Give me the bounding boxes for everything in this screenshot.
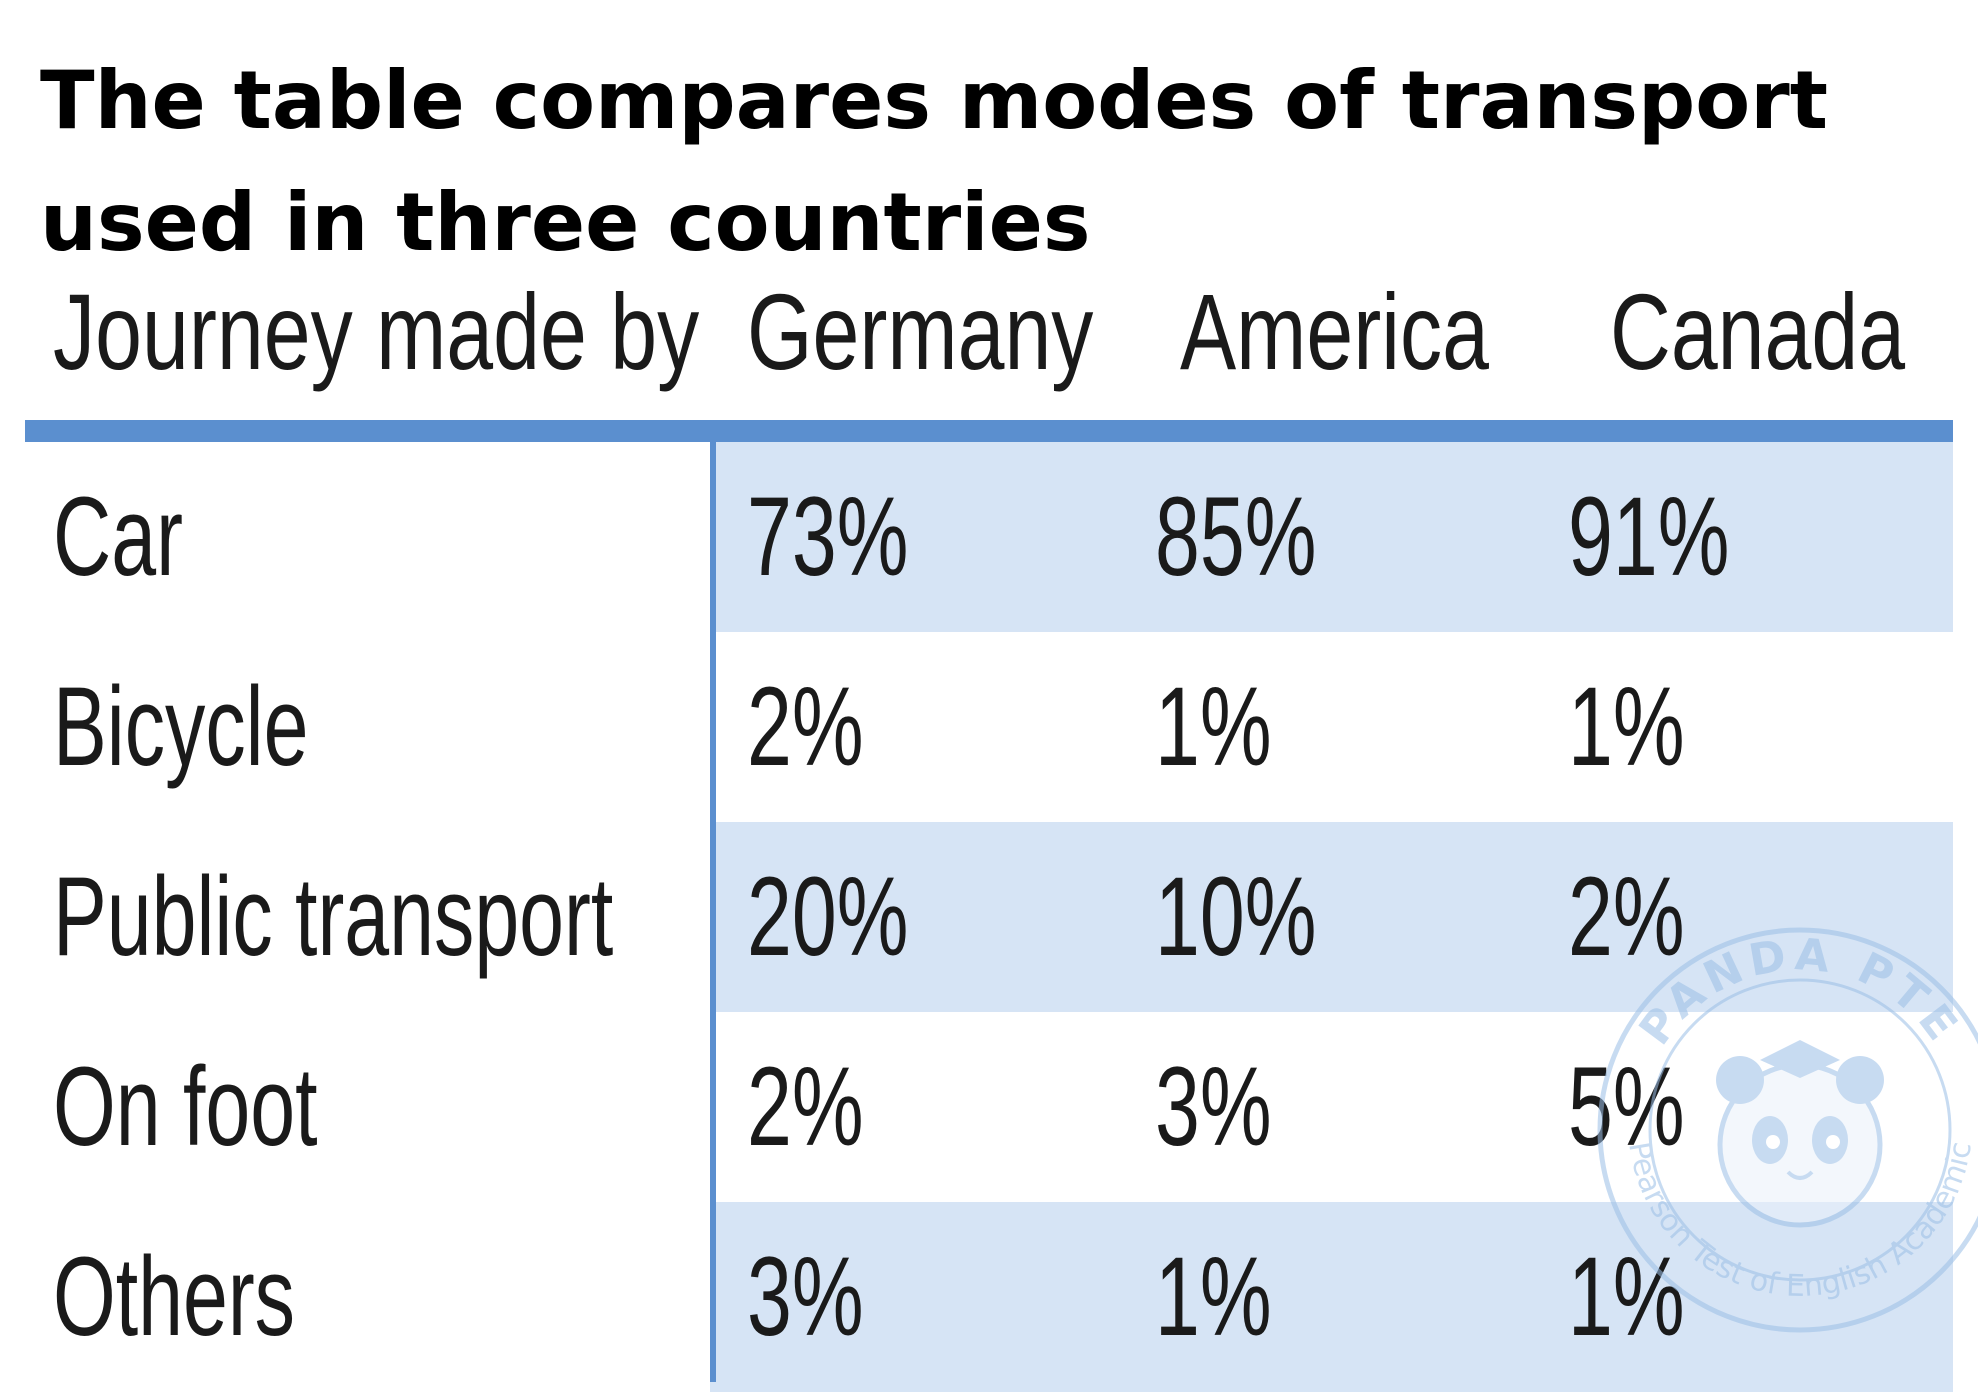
table-row: Bicycle 2% 1% 1% <box>25 632 1953 822</box>
cell-germany: 20% <box>747 854 909 979</box>
table-row: Public transport 20% 10% 2% <box>25 822 1953 1012</box>
row-band <box>710 822 1953 1012</box>
row-label: Bicycle <box>53 664 309 789</box>
cell-america: 3% <box>1155 1044 1272 1169</box>
header-rule <box>25 420 1953 442</box>
cell-canada: 1% <box>1568 1234 1685 1359</box>
row-label: Car <box>53 474 183 599</box>
header-canada: Canada <box>1610 271 1906 392</box>
row-band <box>710 1202 1953 1392</box>
cell-germany: 2% <box>747 664 864 789</box>
row-label: On foot <box>53 1044 318 1169</box>
watermark-ring <box>1597 927 1978 1333</box>
transport-table: Journey made by Germany America Canada C… <box>25 262 1953 1392</box>
table-row: Car 73% 85% 91% <box>25 442 1953 632</box>
cell-america: 1% <box>1155 1234 1272 1359</box>
watermark-top-text: PANDA PTE <box>1630 929 1971 1054</box>
row-label: Others <box>53 1234 295 1359</box>
cell-america: 85% <box>1155 474 1317 599</box>
row-band <box>710 442 1953 632</box>
cell-america: 1% <box>1155 664 1272 789</box>
panda-icon <box>1716 1040 1884 1228</box>
header-america: America <box>1180 271 1489 392</box>
column-divider <box>710 442 716 1382</box>
table-header: Journey made by Germany America Canada <box>25 262 1953 412</box>
page-title: The table compares modes of transport us… <box>40 54 1828 269</box>
cell-america: 10% <box>1155 854 1317 979</box>
row-label: Public transport <box>53 854 614 979</box>
cell-germany: 2% <box>747 1044 864 1169</box>
panda-pte-watermark: PANDA PTE Pearson Test of English Academ… <box>1597 927 1978 1333</box>
header-germany: Germany <box>747 271 1094 392</box>
table-row: Others 3% 1% 1% <box>25 1202 1953 1392</box>
cell-germany: 73% <box>747 474 909 599</box>
cell-canada: 91% <box>1568 474 1730 599</box>
cell-canada: 2% <box>1568 854 1685 979</box>
header-journey: Journey made by <box>53 271 700 392</box>
watermark-inner-ring <box>1648 978 1952 1282</box>
table-body: Car 73% 85% 91% Bicycle 2% 1% 1% Public … <box>25 442 1953 1392</box>
cell-canada: 1% <box>1568 664 1685 789</box>
row-band <box>710 632 1953 822</box>
cell-germany: 3% <box>747 1234 864 1359</box>
